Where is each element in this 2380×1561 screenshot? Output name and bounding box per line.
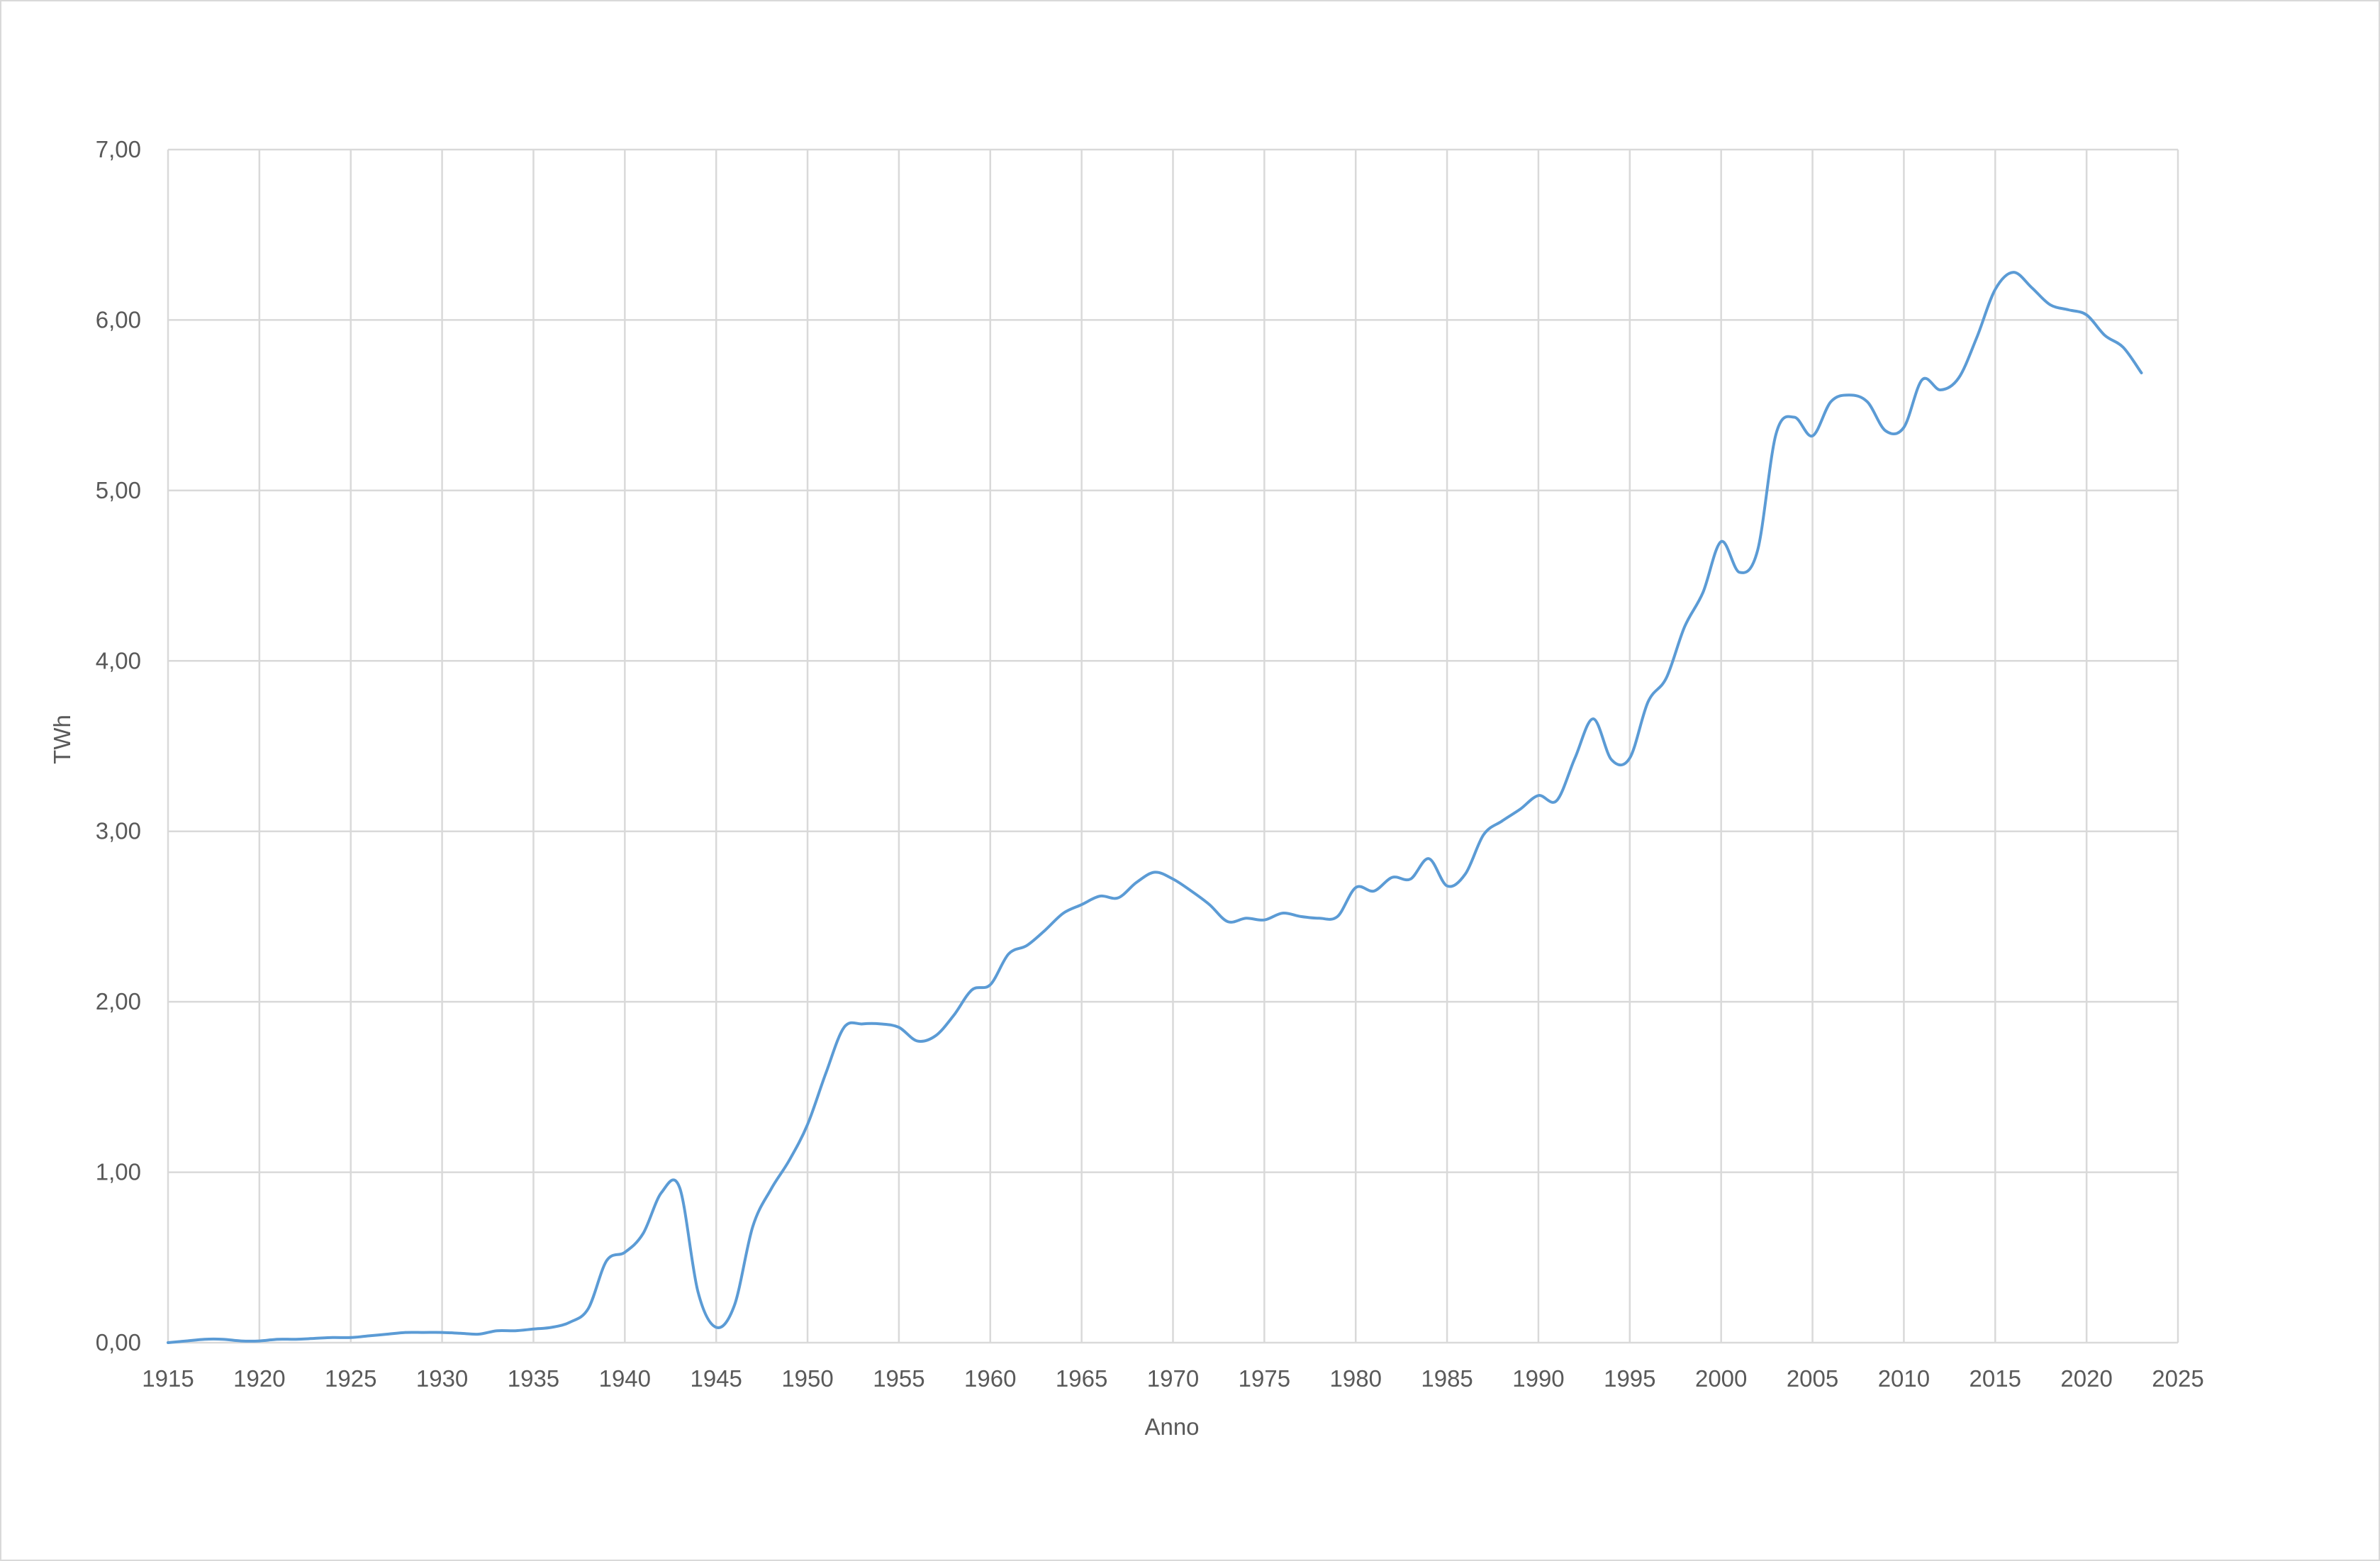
x-tick-label: 1990 bbox=[1512, 1365, 1564, 1392]
x-tick-label: 2005 bbox=[1787, 1365, 1838, 1392]
x-tick-label: 2020 bbox=[2060, 1365, 2112, 1392]
x-axis-tick-labels: 1915 1920 1925 1930 1935 1940 1945 1950 1955 1960… bbox=[142, 1365, 2203, 1392]
x-tick-label: 1980 bbox=[1330, 1365, 1382, 1392]
y-axis-title: TWh bbox=[49, 715, 75, 764]
vertical-gridlines bbox=[167, 150, 2179, 1343]
horizontal-gridlines bbox=[168, 148, 2178, 1344]
x-axis-title: Anno bbox=[1144, 1414, 1199, 1440]
x-tick-label: 1960 bbox=[964, 1365, 1016, 1392]
x-tick-label: 1950 bbox=[781, 1365, 833, 1392]
y-tick-label: 7,00 bbox=[96, 136, 141, 162]
x-tick-label: 1995 bbox=[1604, 1365, 1655, 1392]
x-tick-label: 2015 bbox=[1970, 1365, 2021, 1392]
x-tick-label: 1970 bbox=[1147, 1365, 1199, 1392]
y-tick-label: 2,00 bbox=[96, 988, 141, 1014]
x-tick-label: 1940 bbox=[599, 1365, 651, 1392]
x-tick-label: 1985 bbox=[1421, 1365, 1473, 1392]
x-tick-label: 1945 bbox=[690, 1365, 742, 1392]
x-tick-label: 2000 bbox=[1695, 1365, 1747, 1392]
y-axis-tick-labels: 0,00 1,00 2,00 3,00 4,00 5,00 6,00 7,00 bbox=[96, 136, 141, 1355]
series-line bbox=[167, 271, 2143, 1344]
x-tick-label: 1975 bbox=[1239, 1365, 1290, 1392]
x-tick-label: 2025 bbox=[2152, 1365, 2203, 1392]
x-tick-label: 1955 bbox=[873, 1365, 924, 1392]
y-tick-label: 5,00 bbox=[96, 477, 141, 503]
x-tick-label: 1935 bbox=[508, 1365, 559, 1392]
data-points bbox=[166, 270, 2144, 1345]
x-tick-label: 1915 bbox=[142, 1365, 194, 1392]
y-tick-label: 1,00 bbox=[96, 1159, 141, 1185]
x-tick-label: 1965 bbox=[1056, 1365, 1107, 1392]
x-tick-label: 1925 bbox=[325, 1365, 376, 1392]
y-tick-label: 3,00 bbox=[96, 818, 141, 844]
y-tick-label: 6,00 bbox=[96, 306, 141, 332]
x-tick-label: 2010 bbox=[1878, 1365, 1930, 1392]
y-tick-label: 4,00 bbox=[96, 647, 141, 673]
x-tick-label: 1930 bbox=[416, 1365, 468, 1392]
x-tick-label: 1920 bbox=[233, 1365, 285, 1392]
y-tick-label: 0,00 bbox=[96, 1329, 141, 1355]
